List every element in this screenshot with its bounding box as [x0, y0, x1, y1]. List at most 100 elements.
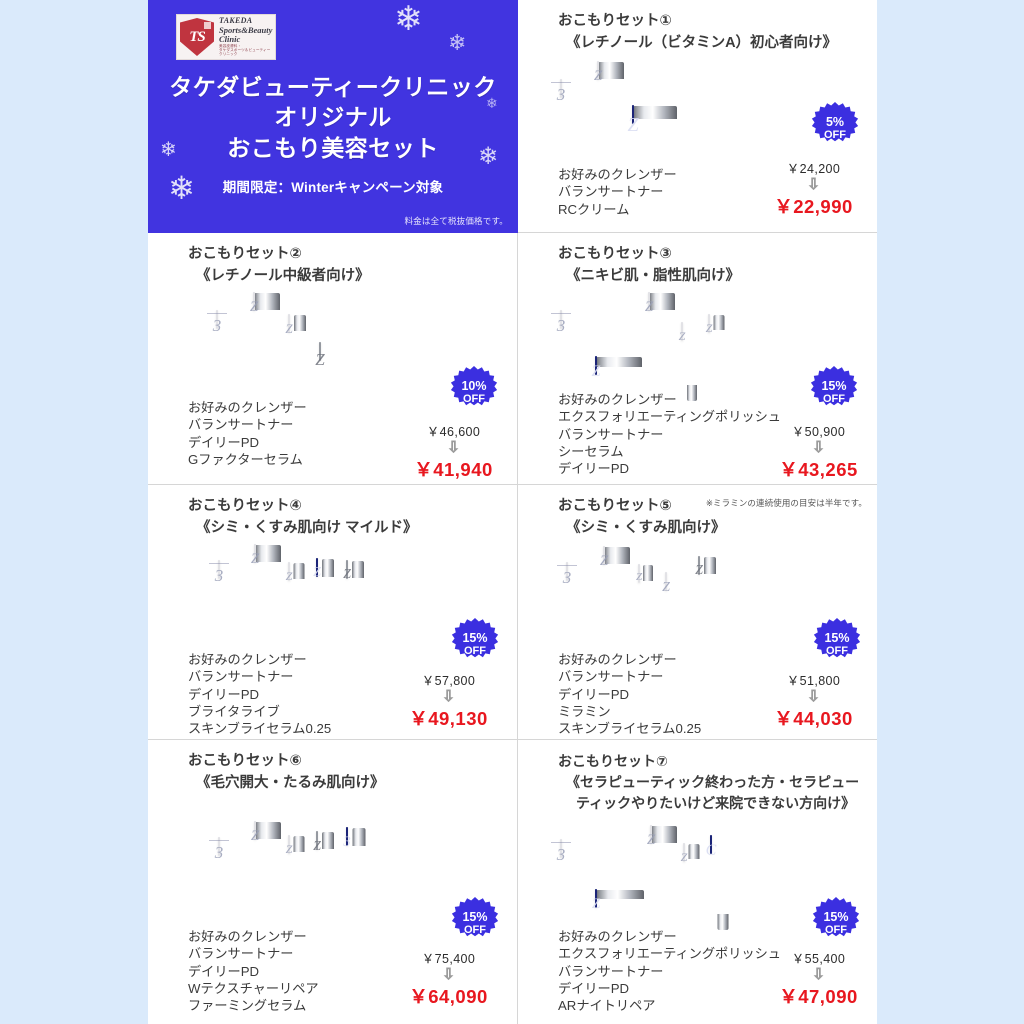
header-cell: ❄ ❄ ❄ ❄ ❄ ❄ TS TAKEDA Sports&Beauty — [148, 0, 518, 233]
product-images-2: 3 Z Z Z — [148, 279, 517, 399]
product-images-7: 3 Z Z Z C — [518, 820, 877, 930]
product-toner: Z — [594, 61, 625, 166]
product-images-5: 3 Z Z Z Z — [518, 533, 877, 653]
product-c-serum: Z — [679, 322, 703, 401]
snowflake-icon: ❄ — [394, 0, 423, 38]
snowflake-icon: ❄ — [160, 139, 177, 161]
set-item: お好みのクレンザー — [188, 929, 307, 944]
price-block-4: ￥57,800 ⇩ ￥49,130 — [396, 670, 501, 731]
set-item: お好みのクレンザー — [558, 929, 677, 944]
discount-percent: 15% — [462, 910, 488, 925]
discount-off-label: OFF — [463, 392, 485, 405]
arrow-down-icon: ⇩ — [807, 688, 821, 705]
set-title-3: おこもりセット③ 《ニキビ肌・脂性肌向け》 — [518, 244, 877, 288]
product-miramin: Z — [662, 572, 691, 653]
product-skin-brightening-serum: Z — [695, 556, 722, 653]
sale-price: ￥47,090 — [779, 986, 858, 1007]
product-images-3: 3 Z Z Z Z — [518, 279, 877, 401]
product-toner: Z — [251, 821, 282, 930]
logo-text: TAKEDA Sports&Beauty Clinic 美容皮膚科・ タケダスポ… — [214, 16, 273, 57]
set-item: バランサートナー — [188, 669, 294, 685]
set-item: ARナイトリペア — [558, 998, 656, 1014]
original-price: ￥75,400 — [421, 952, 476, 966]
set-subtitle: 《セラピューティック終わった方・セラピュー — [566, 774, 860, 790]
set-item: スキンブライセラム0.25 — [558, 721, 702, 737]
set-name: おこもりセット⑥ — [188, 753, 302, 769]
product-toner: Z — [645, 292, 676, 401]
set-card-5[interactable]: おこもりセット⑤ 《シミ・くすみ肌向け》 ※ミラミンの連続使用の目安は半年です。… — [518, 485, 877, 740]
discount-percent: 15% — [823, 910, 849, 925]
set-item: スキンブライセラム0.25 — [188, 721, 332, 737]
set-item: バランサートナー — [558, 426, 664, 442]
set-item: バランサートナー — [558, 963, 664, 979]
original-price: ￥57,800 — [421, 674, 476, 688]
sale-price: ￥43,265 — [779, 459, 858, 480]
set-card-4[interactable]: おこもりセット④ 《シミ・くすみ肌向け マイルド》 3 Z Z — [148, 485, 518, 740]
set-items-4: お好みのクレンザー バランサートナー デイリーPD ブライタライブ スキンブライセラム0… — [188, 651, 331, 737]
set-item: エクスフォリエーティングポリッシュ — [558, 409, 781, 425]
sale-price: ￥64,090 — [409, 986, 488, 1007]
set-subtitle: 《毛穴開大・たるみ肌向け》 — [196, 774, 385, 791]
product-firming-serum: 3 — [343, 827, 372, 930]
set-item: デイリーPD — [188, 434, 260, 450]
set-item: Wテクスチャーリペア — [188, 980, 319, 996]
set-item: デイリーPD — [188, 963, 260, 979]
set-items-2: お好みのクレンザー バランサートナー デイリーPD Gファクターセラム — [188, 399, 307, 468]
arrow-down-icon: ⇩ — [812, 439, 826, 456]
logo-line-5: タケダスポーツ＆ビューティークリニック — [219, 48, 271, 56]
sale-price: ￥44,030 — [774, 708, 853, 729]
set-card-7[interactable]: おこもりセット⑦ 《セラピューティック終わった方・セラピュー ティックやりたいけ… — [518, 740, 877, 1024]
product-images-4: 3 Z Z Z Z — [148, 533, 517, 653]
clinic-logo: TS TAKEDA Sports&Beauty Clinic 美容皮膚科・ タケ… — [176, 14, 276, 60]
discount-percent: 15% — [824, 631, 850, 646]
set-name: おこもりセット④ — [188, 498, 302, 514]
set-title-1: おこもりセット① 《レチノール（ビタミンA）初心者向け》 — [518, 11, 877, 55]
price-block-7: ￥55,400 ⇩ ￥47,090 — [766, 948, 871, 1009]
set-item: バランサートナー — [188, 946, 294, 962]
original-price: ￥24,200 — [786, 162, 841, 176]
set-subtitle-line2: ティックやりたいけど来院できない方向け》 — [576, 795, 856, 811]
discount-percent: 10% — [461, 379, 487, 394]
product-g-factor-serum: Z — [315, 342, 357, 399]
snowflake-icon: ❄ — [478, 143, 499, 170]
set-title-6: おこもりセット⑥ 《毛穴開大・たるみ肌向け》 — [148, 751, 517, 795]
product-toner: Z — [647, 825, 678, 930]
set-item: シーセラム — [558, 443, 624, 459]
set-card-6[interactable]: おこもりセット⑥ 《毛穴開大・たるみ肌向け》 3 Z Z — [148, 740, 518, 1024]
sale-price: ￥49,130 — [409, 708, 488, 729]
product-daily-pd: Z — [681, 843, 705, 930]
product-cleanser: 3 — [551, 310, 590, 401]
price-block-2: ￥46,600 ⇩ ￥41,940 — [401, 421, 506, 482]
set-item: お好みのクレンザー — [558, 167, 677, 182]
product-cleanser: 3 — [557, 562, 596, 653]
set-card-1[interactable]: おこもりセット① 《レチノール（ビタミンA）初心者向け》 3 Z Z — [518, 0, 877, 233]
set-item: バランサートナー — [188, 417, 294, 433]
product-exfoliating-polish-jar: Z — [592, 889, 645, 930]
logo-line-2: Sports&Beauty — [219, 24, 273, 35]
set-item: バランサートナー — [558, 669, 664, 685]
set-card-2[interactable]: おこもりセット② 《レチノール中級者向け》 3 Z Z — [148, 233, 518, 485]
set-card-3[interactable]: おこもりセット③ 《ニキビ肌・脂性肌向け》 3 Z Z — [518, 233, 877, 485]
discount-off-label: OFF — [464, 923, 486, 936]
title-line-2: オリジナル — [274, 104, 392, 131]
set-name: おこもりセット② — [188, 246, 302, 262]
product-daily-pd: Z — [285, 314, 312, 399]
set-title-7: おこもりセット⑦ 《セラピューティック終わった方・セラピュー ティックやりたいけ… — [518, 751, 877, 814]
page-title: タケダビューティークリニック オリジナル おこもり美容セット — [148, 72, 518, 163]
set-item: エクスフォリエーティングポリッシュ — [558, 946, 781, 962]
arrow-down-icon: ⇩ — [442, 688, 456, 705]
set-item: お好みのクレンザー — [558, 652, 677, 667]
discount-off-label: OFF — [826, 644, 848, 657]
snowflake-icon: ❄ — [168, 170, 195, 206]
product-w-texture-repair: Z — [313, 831, 340, 930]
set-items-3: お好みのクレンザー エクスフォリエーティングポリッシュ バランサートナー シーセラムデ… — [558, 391, 781, 477]
set-subtitle: 《シミ・くすみ肌向け》 — [566, 519, 726, 536]
product-brightalive: Z — [313, 558, 340, 653]
set-subtitle: 《レチノール中級者向け》 — [196, 267, 370, 284]
set-name: おこもりセット⑦ — [558, 753, 668, 769]
title-line-1: タケダビューティークリニック — [169, 74, 497, 100]
product-toner: Z — [251, 544, 282, 653]
logo-monogram: TS — [189, 28, 205, 45]
arrow-down-icon: ⇩ — [442, 966, 456, 983]
original-price: ￥51,800 — [786, 674, 841, 688]
